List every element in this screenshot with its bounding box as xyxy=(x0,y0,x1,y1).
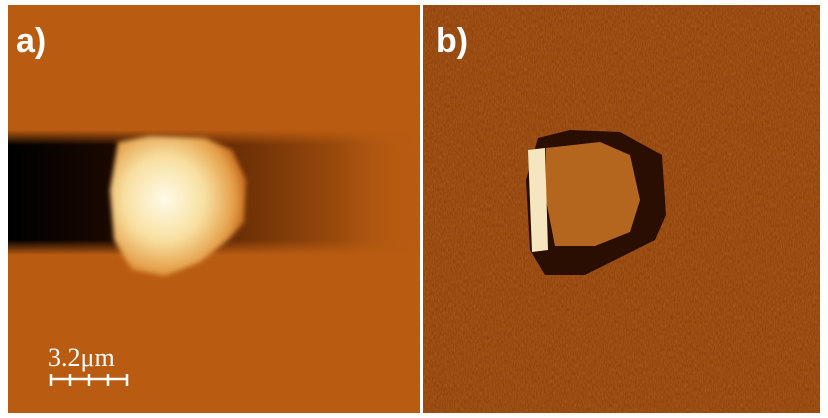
panel-b: b) xyxy=(423,5,820,413)
panel-label: a) xyxy=(16,22,46,60)
panel-label: b) xyxy=(436,22,468,60)
scale-bar-label: 3.2μm xyxy=(48,343,115,372)
panel-a: a) 3.2μm xyxy=(8,5,420,413)
figure: a) 3.2μm b) xyxy=(0,0,828,418)
